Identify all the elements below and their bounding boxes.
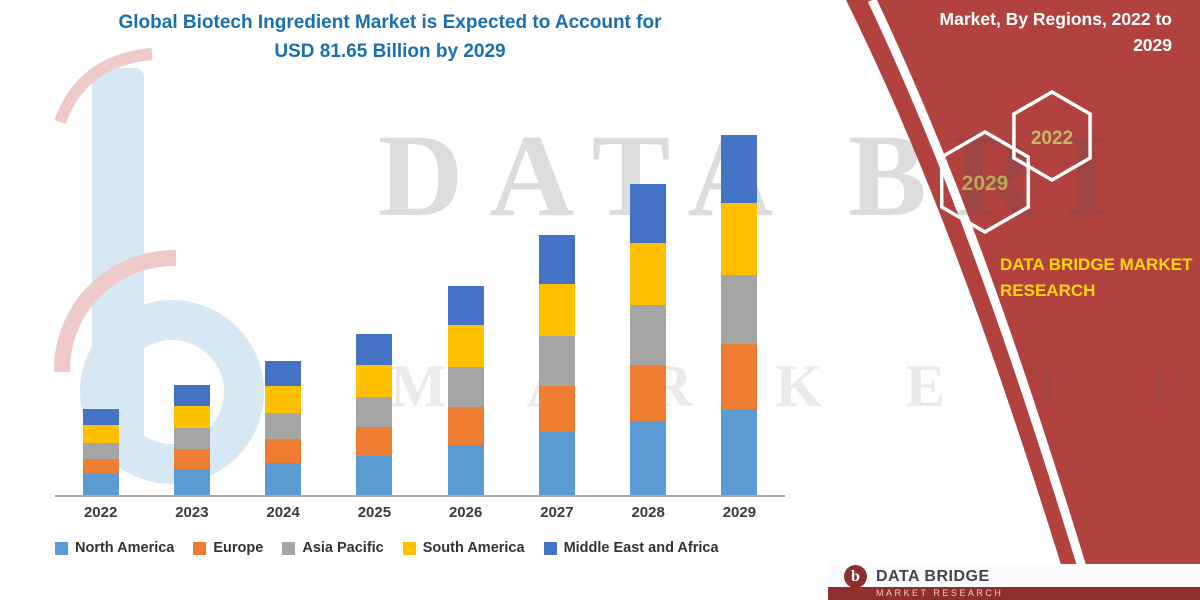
bar-segment-middle-east-and-africa[interactable] xyxy=(82,409,119,426)
x-axis-label-2028: 2028 xyxy=(631,504,665,521)
bar-segment-north-america[interactable] xyxy=(82,474,119,495)
chart-title: Global Biotech Ingredient Market is Expe… xyxy=(70,8,710,67)
bar-segment-south-america[interactable] xyxy=(265,386,302,414)
legend: North America Europe Asia Pacific South Ame… xyxy=(55,540,719,556)
bar-segment-middle-east-and-africa[interactable] xyxy=(447,285,484,326)
footer-logo-letter: b xyxy=(851,567,860,585)
chart-title-line1: Global Biotech Ingredient Market is Expe… xyxy=(118,12,662,33)
x-axis-label-2022: 2022 xyxy=(83,504,118,521)
bar-segment-south-america[interactable] xyxy=(630,243,667,306)
bar-segment-asia-pacific[interactable] xyxy=(447,367,484,407)
legend-item-north-america[interactable]: North America xyxy=(55,540,174,556)
bar-segment-south-america[interactable] xyxy=(356,364,393,397)
legend-item-europe[interactable]: Europe xyxy=(193,540,263,556)
legend-swatch-north-america xyxy=(55,541,68,555)
footer-logo: b DATA BRIDGE MARKET RESEARCH xyxy=(828,564,1200,600)
stacked-bar-2026[interactable] xyxy=(447,285,484,495)
x-axis-label-2027: 2027 xyxy=(540,504,574,521)
bar-segment-south-america[interactable] xyxy=(447,325,484,368)
x-axis-label-2025: 2025 xyxy=(357,504,392,521)
banner-brand-line2: RESEARCH xyxy=(1000,281,1096,301)
bar-segment-asia-pacific[interactable] xyxy=(173,427,210,449)
bar-segment-europe[interactable] xyxy=(630,364,667,421)
x-axis-label-2029: 2029 xyxy=(722,504,757,521)
bar-column-2029 xyxy=(694,135,785,495)
bar-segment-north-america[interactable] xyxy=(538,432,575,495)
legend-label-middle-east-and-africa: Middle East and Africa xyxy=(563,540,719,556)
legend-label-europe: Europe xyxy=(213,540,264,556)
bar-segment-europe[interactable] xyxy=(173,448,210,469)
stacked-bar-2028[interactable] xyxy=(630,184,667,495)
legend-swatch-middle-east-and-africa xyxy=(543,541,557,555)
bar-segment-europe[interactable] xyxy=(721,343,758,409)
bars-row xyxy=(55,135,785,497)
bar-segment-north-america[interactable] xyxy=(173,468,210,495)
banner-brand-text: DATA BRIDGE MARKET RESEARCH xyxy=(1000,252,1192,305)
stacked-bar-2029[interactable] xyxy=(721,135,758,495)
bar-column-2025 xyxy=(329,135,420,495)
legend-label-asia-pacific: Asia Pacific xyxy=(302,540,384,556)
stacked-bar-2025[interactable] xyxy=(356,334,393,495)
watermark-text-line2: M A R K E T R E xyxy=(390,353,1200,419)
bar-segment-middle-east-and-africa[interactable] xyxy=(265,360,302,387)
bar-column-2027 xyxy=(511,135,602,495)
stacked-bar-2023[interactable] xyxy=(173,384,210,495)
bar-segment-middle-east-and-africa[interactable] xyxy=(721,135,758,204)
bar-segment-europe[interactable] xyxy=(82,458,119,475)
stacked-bar-2022[interactable] xyxy=(82,409,119,495)
legend-swatch-europe xyxy=(193,541,207,555)
legend-item-asia-pacific[interactable]: Asia Pacific xyxy=(282,540,384,556)
legend-item-middle-east-and-africa[interactable]: Middle East and Africa xyxy=(543,540,719,556)
banner-brand-line1: DATA BRIDGE MARKET xyxy=(1000,255,1193,274)
bar-column-2022 xyxy=(55,135,146,495)
bar-segment-asia-pacific[interactable] xyxy=(538,336,575,386)
bar-segment-middle-east-and-africa[interactable] xyxy=(356,334,393,365)
legend-label-south-america: South America xyxy=(422,540,525,556)
x-axis-label-2026: 2026 xyxy=(448,504,483,521)
bar-segment-north-america[interactable] xyxy=(721,408,758,495)
bar-segment-north-america[interactable] xyxy=(356,456,393,495)
bar-segment-asia-pacific[interactable] xyxy=(721,275,758,344)
stacked-bar-2024[interactable] xyxy=(265,360,302,495)
bar-segment-south-america[interactable] xyxy=(721,203,758,276)
bar-segment-asia-pacific[interactable] xyxy=(356,396,393,428)
legend-swatch-asia-pacific xyxy=(282,541,296,555)
bar-segment-south-america[interactable] xyxy=(82,425,119,443)
bar-segment-middle-east-and-africa[interactable] xyxy=(630,184,667,244)
bar-segment-asia-pacific[interactable] xyxy=(265,413,302,439)
bar-column-2026 xyxy=(420,135,511,495)
bar-segment-europe[interactable] xyxy=(538,385,575,433)
bar-segment-south-america[interactable] xyxy=(173,405,210,428)
bar-segment-north-america[interactable] xyxy=(630,420,667,495)
legend-label-north-america: North America xyxy=(75,540,175,556)
footer-brand-subtitle: MARKET RESEARCH xyxy=(828,587,1200,600)
bar-column-2023 xyxy=(146,135,237,495)
bar-segment-middle-east-and-africa[interactable] xyxy=(173,384,210,406)
banner-heading: Market, By Regions, 2022 to 2029 xyxy=(852,6,1172,59)
footer-brand-name: DATA BRIDGE xyxy=(876,567,990,585)
bar-segment-middle-east-and-africa[interactable] xyxy=(538,234,575,285)
chart-title-line2: USD 81.65 Billion by 2029 xyxy=(274,41,506,63)
x-axis-label-2023: 2023 xyxy=(175,504,209,521)
bar-segment-north-america[interactable] xyxy=(265,462,302,495)
legend-item-south-america[interactable]: South America xyxy=(402,540,525,556)
bar-column-2028 xyxy=(603,135,694,495)
banner-heading-line1: Market, By Regions, 2022 to xyxy=(939,9,1172,29)
footer-logo-mark: b xyxy=(844,565,867,588)
bar-segment-asia-pacific[interactable] xyxy=(82,442,119,459)
bar-segment-north-america[interactable] xyxy=(447,444,484,495)
x-axis-label-2024: 2024 xyxy=(266,504,300,521)
banner-heading-line2: 2029 xyxy=(1133,35,1172,56)
legend-swatch-south-america xyxy=(402,541,416,555)
bar-segment-europe[interactable] xyxy=(356,427,393,457)
stacked-bar-chart: 2022 2023 2024 2025 2026 2027 2028 2029 xyxy=(55,135,785,521)
bar-segment-europe[interactable] xyxy=(265,438,302,463)
xaxis-labels: 2022 2023 2024 2025 2026 2027 2028 2029 xyxy=(55,504,785,521)
stacked-bar-2027[interactable] xyxy=(538,234,575,495)
bar-segment-asia-pacific[interactable] xyxy=(630,305,667,365)
bar-column-2024 xyxy=(238,135,329,495)
bar-segment-south-america[interactable] xyxy=(538,284,575,337)
bar-segment-europe[interactable] xyxy=(447,406,484,445)
